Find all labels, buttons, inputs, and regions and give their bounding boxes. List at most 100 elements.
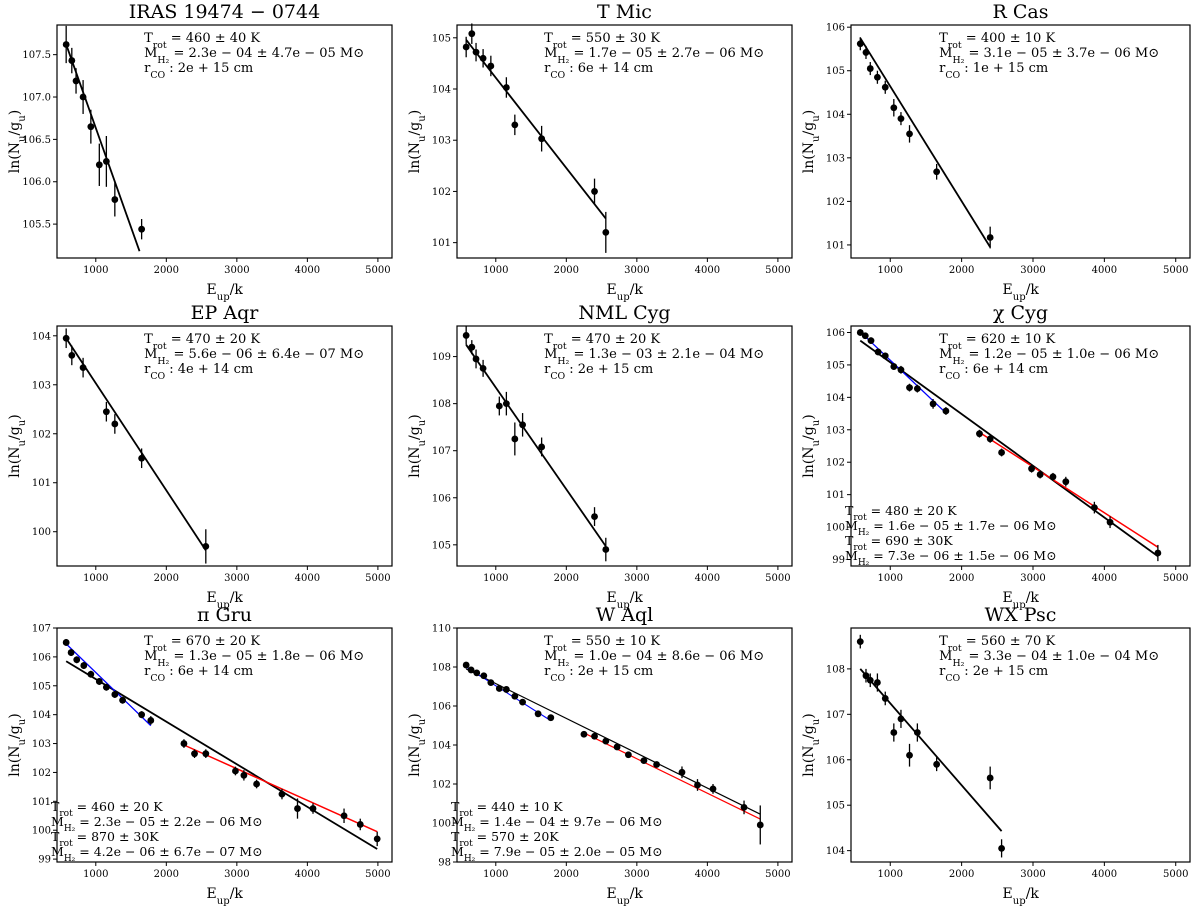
y-tick-label: 105 [432, 33, 451, 44]
data-point [95, 678, 103, 685]
annotation-line: rCO : 2e + 15 cm [939, 664, 1048, 684]
y-tick-label: 110 [432, 624, 451, 635]
data-point [519, 421, 526, 429]
y-axis-label: ln(Nu/gu) [407, 414, 428, 477]
data-point [202, 543, 210, 550]
plot-frame [456, 325, 793, 567]
y-tick-label: 104 [826, 110, 845, 121]
y-axis-label: ln(Nu/gu) [407, 713, 428, 776]
y-tick-label: 102 [826, 197, 845, 208]
fit-line-black [65, 660, 378, 850]
panel-1: IRAS 19474 − 0744 1000 2000 3000 4000 5000 105… [7, 1, 393, 303]
y-tick-label: 106 [826, 23, 845, 34]
y-tick-label: 104 [32, 710, 51, 721]
data-point [138, 225, 146, 233]
y-tick-label: 106.5 [22, 135, 51, 146]
annotation-line: Trot = 670 ± 20 K [144, 634, 260, 654]
x-tick-label: 1000 [483, 869, 508, 880]
x-tick-label: 1000 [878, 265, 903, 276]
x-tick-label: 5000 [365, 869, 390, 880]
x-tick-label: 4000 [295, 265, 320, 276]
data-point [591, 188, 598, 195]
data-point [874, 73, 881, 81]
data-point [79, 364, 87, 372]
data-point [479, 364, 487, 372]
y-tick-label: 106 [432, 702, 451, 713]
x-tick-label: 5000 [365, 265, 390, 276]
y-tick-label: 108 [432, 399, 451, 410]
data-point [111, 420, 119, 428]
annotation-line: MH₂ = 1.7e − 05 ± 2.7e − 06 M⊙ [544, 46, 764, 66]
y-tick-label: 102 [432, 780, 451, 791]
data-point [881, 695, 889, 702]
x-tick-label: 2000 [154, 869, 179, 880]
y-tick-label: 102 [32, 429, 51, 440]
data-point [856, 40, 864, 48]
y-tick-label: 105 [826, 801, 845, 812]
data-point [502, 84, 510, 91]
y-axis-label: ln(Nu/gu) [7, 110, 28, 173]
data-point [890, 104, 898, 112]
x-tick-label: 5000 [1163, 573, 1188, 584]
data-point [740, 804, 748, 811]
panel-title: χ Cyg [993, 302, 1048, 324]
y-tick-label: 105 [826, 360, 845, 371]
fit-annotation-blue: Trot = 480 ± 20 K [845, 503, 957, 523]
annotation-line: MH₂ = 1.0e − 04 ± 8.6e − 06 M⊙ [544, 649, 764, 669]
annotation-line: MH₂ = 3.3e − 04 ± 1.0e − 04 M⊙ [939, 649, 1159, 669]
data-point [856, 638, 864, 646]
fit-annotation-red: Trot = 690 ± 30K [845, 533, 953, 553]
annotation-line: MH₂ = 1.3e − 05 ± 1.8e − 06 M⊙ [144, 649, 364, 669]
y-tick-label: 104 [432, 85, 451, 96]
x-tick-label: 1000 [83, 573, 108, 584]
fit-annotation-blue: MH₂ = 2.3e − 05 ± 2.2e − 06 M⊙ [51, 814, 263, 834]
data-point [202, 750, 210, 758]
x-tick-label: 4000 [1092, 869, 1117, 880]
y-tick-label: 108 [826, 664, 845, 675]
y-axis-label: ln(Nu/gu) [7, 713, 28, 776]
data-point [487, 62, 495, 70]
data-point [472, 355, 480, 363]
x-tick-label: 3000 [1020, 265, 1045, 276]
data-point [253, 780, 260, 788]
fit-annotation-red: MH₂ = 7.9e − 05 ± 2.0e − 05 M⊙ [451, 844, 663, 864]
data-point [495, 402, 503, 410]
y-tick-label: 107.5 [22, 50, 51, 61]
annotation-line: rCO : 6e + 14 cm [144, 664, 253, 684]
annotation-line: rCO : 1e + 15 cm [939, 61, 1048, 81]
y-axis-label: ln(Nu/gu) [801, 110, 822, 173]
y-tick-label: 107 [32, 624, 51, 635]
data-point [138, 454, 146, 462]
panel-2: T Mic 1000 2000 3000 4000 5000 101 102 103 104 105… [407, 1, 793, 303]
annotation-line: MH₂ = 1.2e − 05 ± 1.0e − 06 M⊙ [939, 347, 1159, 367]
y-tick-label: 109 [432, 352, 451, 363]
data-point [881, 352, 889, 360]
annotation-line: MH₂ = 5.6e − 06 ± 6.4e − 07 M⊙ [144, 347, 364, 367]
panel-title: W Aql [596, 604, 654, 626]
y-axis-label: ln(Nu/gu) [7, 414, 28, 477]
y-tick-label: 106.0 [22, 177, 51, 188]
data-point [479, 54, 487, 62]
x-tick-label: 5000 [765, 869, 790, 880]
data-point [624, 751, 632, 759]
data-point [373, 835, 381, 843]
data-point [986, 234, 994, 241]
data-point [468, 30, 476, 38]
y-tick-label: 103 [826, 153, 845, 164]
panel-7: π Gru 1000 2000 3000 4000 5000 99 100 101 102 103 1… [7, 604, 393, 906]
data-point [462, 332, 470, 339]
x-tick-label: 1000 [483, 265, 508, 276]
data-point [62, 334, 70, 342]
x-tick-label: 5000 [1163, 265, 1188, 276]
data-point [613, 743, 621, 751]
data-point [511, 692, 519, 700]
data-point [294, 805, 301, 812]
data-point [709, 785, 717, 793]
data-point [1106, 518, 1114, 526]
x-tick-label: 4000 [295, 869, 320, 880]
x-axis-label: Eup/k [607, 282, 644, 303]
annotation-line: rCO : 6e + 14 cm [939, 362, 1048, 382]
panel-9: WX Psc 1000 2000 3000 4000 5000 104 105 106 107 10… [801, 604, 1191, 906]
y-tick-label: 106 [432, 493, 451, 504]
